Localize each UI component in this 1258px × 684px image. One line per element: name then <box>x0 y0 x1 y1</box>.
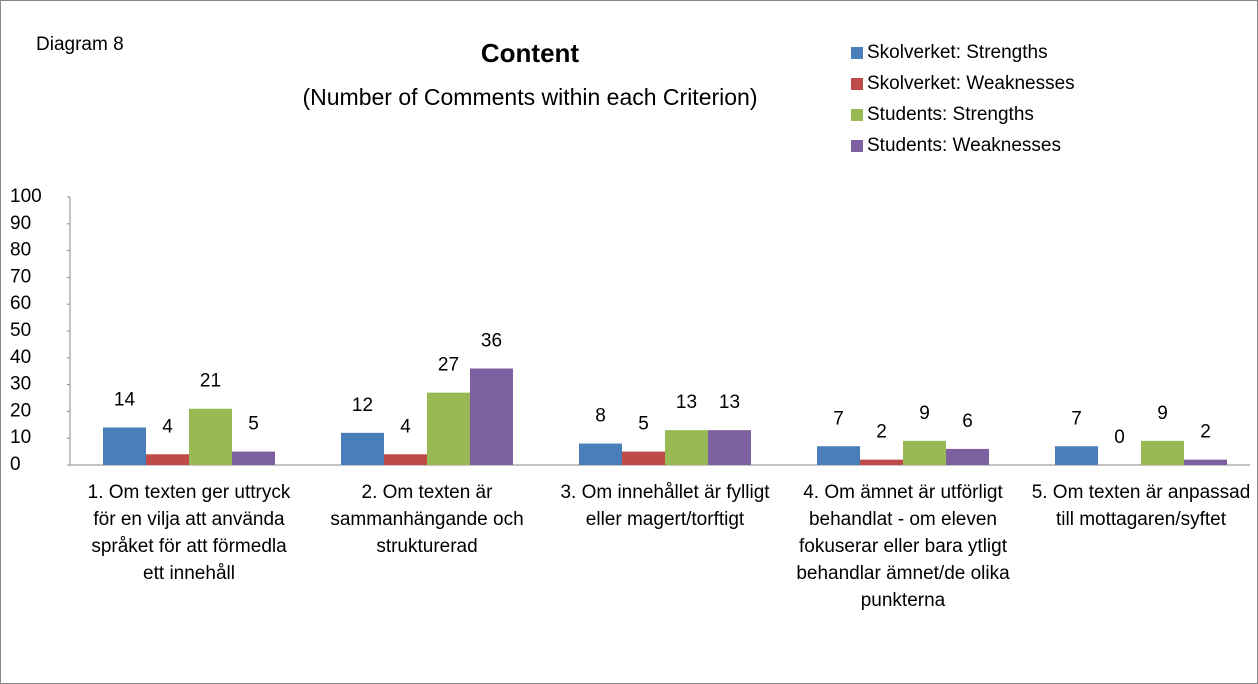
legend-swatch <box>851 140 863 152</box>
value-label: 5 <box>248 414 259 435</box>
value-label: 27 <box>438 355 459 376</box>
x-tick-label: 1. Om texten ger uttryck för en vilja at… <box>87 482 291 584</box>
bar <box>1055 446 1098 465</box>
value-label: 9 <box>1157 403 1168 424</box>
x-tick-label: 5. Om texten är anpassad till mottagaren… <box>1031 482 1251 530</box>
y-tick-label: 50 <box>10 320 31 341</box>
y-tick-label: 40 <box>10 347 31 368</box>
y-tick-label: 30 <box>10 374 31 395</box>
bar <box>817 446 860 465</box>
bar <box>470 368 513 465</box>
chart-subtitle: (Number of Comments within each Criterio… <box>302 84 757 110</box>
bar <box>103 427 146 465</box>
value-label: 13 <box>676 392 697 413</box>
legend-label: Students: Weaknesses <box>867 135 1061 156</box>
value-label: 7 <box>1071 408 1082 429</box>
value-label: 4 <box>162 416 173 437</box>
value-label: 8 <box>595 406 606 427</box>
bar <box>1141 440 1184 465</box>
bar <box>579 443 622 465</box>
y-tick-label: 100 <box>10 186 42 207</box>
value-label: 36 <box>481 331 502 352</box>
bar <box>622 451 665 465</box>
legend-swatch <box>851 47 863 59</box>
y-tick-label: 80 <box>10 240 31 261</box>
x-tick-label: 2. Om texten är sammanhängande och struk… <box>330 482 524 557</box>
bar <box>232 451 275 465</box>
value-label: 13 <box>719 392 740 413</box>
y-tick-label: 10 <box>10 427 31 448</box>
bar <box>665 430 708 465</box>
y-tick-label: 90 <box>10 213 31 234</box>
bar <box>903 440 946 465</box>
value-label: 9 <box>919 403 930 424</box>
value-label: 4 <box>400 416 411 437</box>
value-label: 0 <box>1114 427 1125 448</box>
bar <box>946 448 989 465</box>
bar <box>860 459 903 465</box>
y-tick-label: 20 <box>10 400 31 421</box>
legend-swatch <box>851 109 863 121</box>
bar <box>384 454 427 465</box>
y-tick-label: 60 <box>10 293 31 314</box>
y-tick-label: 0 <box>10 454 21 475</box>
annotation: Diagram 8 <box>36 34 124 55</box>
value-label: 7 <box>833 408 844 429</box>
legend-label: Skolverket: Strengths <box>867 42 1048 63</box>
value-label: 6 <box>962 411 973 432</box>
legend-label: Skolverket: Weaknesses <box>867 73 1075 94</box>
value-label: 12 <box>352 395 373 416</box>
legend-swatch <box>851 78 863 90</box>
chart-title: Content <box>481 38 580 68</box>
value-label: 2 <box>876 422 887 443</box>
value-label: 2 <box>1200 422 1211 443</box>
value-label: 21 <box>200 371 221 392</box>
bar <box>189 408 232 465</box>
bar <box>341 432 384 465</box>
bar <box>1184 459 1227 465</box>
legend-label: Students: Strengths <box>867 104 1034 125</box>
y-tick-label: 70 <box>10 266 31 287</box>
value-label: 14 <box>114 389 136 410</box>
bar <box>427 392 470 465</box>
bar <box>146 454 189 465</box>
bar <box>708 430 751 465</box>
value-label: 5 <box>638 414 649 435</box>
x-tick-label: 4. Om ämnet är utförligt behandlat - om … <box>796 482 1010 611</box>
x-tick-label: 3. Om innehållet är fylligt eller magert… <box>560 482 770 530</box>
